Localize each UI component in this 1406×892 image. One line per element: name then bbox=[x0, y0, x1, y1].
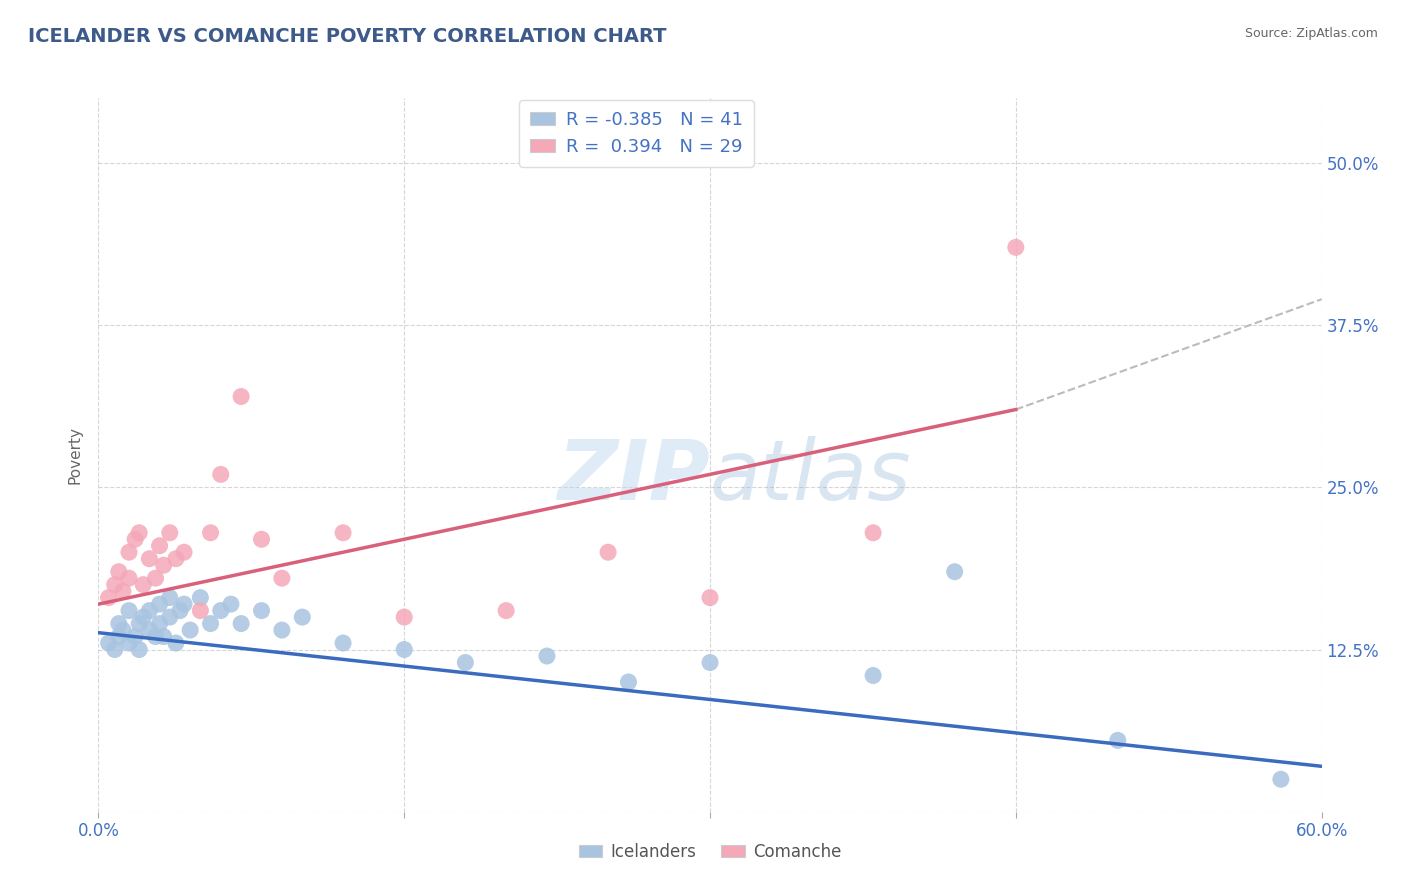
Point bbox=[152, 630, 174, 644]
Point bbox=[138, 623, 160, 637]
Point bbox=[617, 675, 640, 690]
Point bbox=[159, 591, 181, 605]
Legend: Icelanders, Comanche: Icelanders, Comanche bbox=[572, 837, 848, 868]
Point bbox=[200, 616, 222, 631]
Point bbox=[231, 616, 253, 631]
Point bbox=[392, 642, 416, 657]
Point bbox=[132, 610, 155, 624]
Point bbox=[128, 616, 150, 631]
Point bbox=[118, 571, 141, 585]
Point bbox=[250, 533, 273, 547]
Point bbox=[699, 591, 721, 605]
Point bbox=[132, 577, 155, 591]
Point bbox=[124, 533, 146, 547]
Point bbox=[108, 565, 131, 579]
Point bbox=[128, 525, 150, 540]
Point bbox=[200, 525, 222, 540]
Point bbox=[108, 630, 131, 644]
Point bbox=[188, 591, 212, 605]
Text: ICELANDER VS COMANCHE POVERTY CORRELATION CHART: ICELANDER VS COMANCHE POVERTY CORRELATIO… bbox=[28, 27, 666, 45]
Point bbox=[97, 591, 120, 605]
Point bbox=[145, 571, 167, 585]
Point bbox=[128, 642, 150, 657]
Point bbox=[138, 604, 160, 618]
Point bbox=[943, 565, 966, 579]
Point bbox=[1107, 733, 1129, 747]
Text: atlas: atlas bbox=[710, 436, 911, 516]
Point bbox=[231, 390, 253, 404]
Point bbox=[108, 616, 131, 631]
Point bbox=[149, 616, 172, 631]
Point bbox=[173, 545, 195, 559]
Point bbox=[149, 539, 172, 553]
Point bbox=[169, 604, 191, 618]
Point bbox=[165, 636, 187, 650]
Point bbox=[111, 584, 134, 599]
Point bbox=[165, 551, 187, 566]
Point bbox=[495, 604, 517, 618]
Point bbox=[111, 623, 134, 637]
Point bbox=[118, 545, 141, 559]
Point bbox=[598, 545, 620, 559]
Point bbox=[332, 636, 354, 650]
Point bbox=[118, 604, 141, 618]
Point bbox=[124, 630, 146, 644]
Point bbox=[188, 604, 212, 618]
Point bbox=[118, 636, 141, 650]
Point bbox=[454, 656, 477, 670]
Text: Source: ZipAtlas.com: Source: ZipAtlas.com bbox=[1244, 27, 1378, 40]
Point bbox=[104, 577, 127, 591]
Point bbox=[291, 610, 314, 624]
Point bbox=[179, 623, 201, 637]
Point bbox=[209, 604, 232, 618]
Point bbox=[149, 597, 172, 611]
Point bbox=[97, 636, 120, 650]
Text: ZIP: ZIP bbox=[557, 436, 710, 516]
Point bbox=[159, 610, 181, 624]
Point bbox=[250, 604, 273, 618]
Point bbox=[332, 525, 354, 540]
Point bbox=[392, 610, 416, 624]
Point bbox=[173, 597, 195, 611]
Y-axis label: Poverty: Poverty bbox=[67, 425, 83, 484]
Point bbox=[862, 525, 884, 540]
Point bbox=[104, 642, 127, 657]
Point bbox=[270, 623, 294, 637]
Point bbox=[1004, 240, 1026, 254]
Point bbox=[138, 551, 160, 566]
Point bbox=[219, 597, 242, 611]
Point bbox=[209, 467, 232, 482]
Point bbox=[145, 630, 167, 644]
Point bbox=[536, 648, 558, 663]
Point bbox=[1270, 772, 1292, 787]
Point bbox=[862, 668, 884, 682]
Point bbox=[152, 558, 174, 573]
Point bbox=[270, 571, 294, 585]
Point bbox=[159, 525, 181, 540]
Point bbox=[699, 656, 721, 670]
